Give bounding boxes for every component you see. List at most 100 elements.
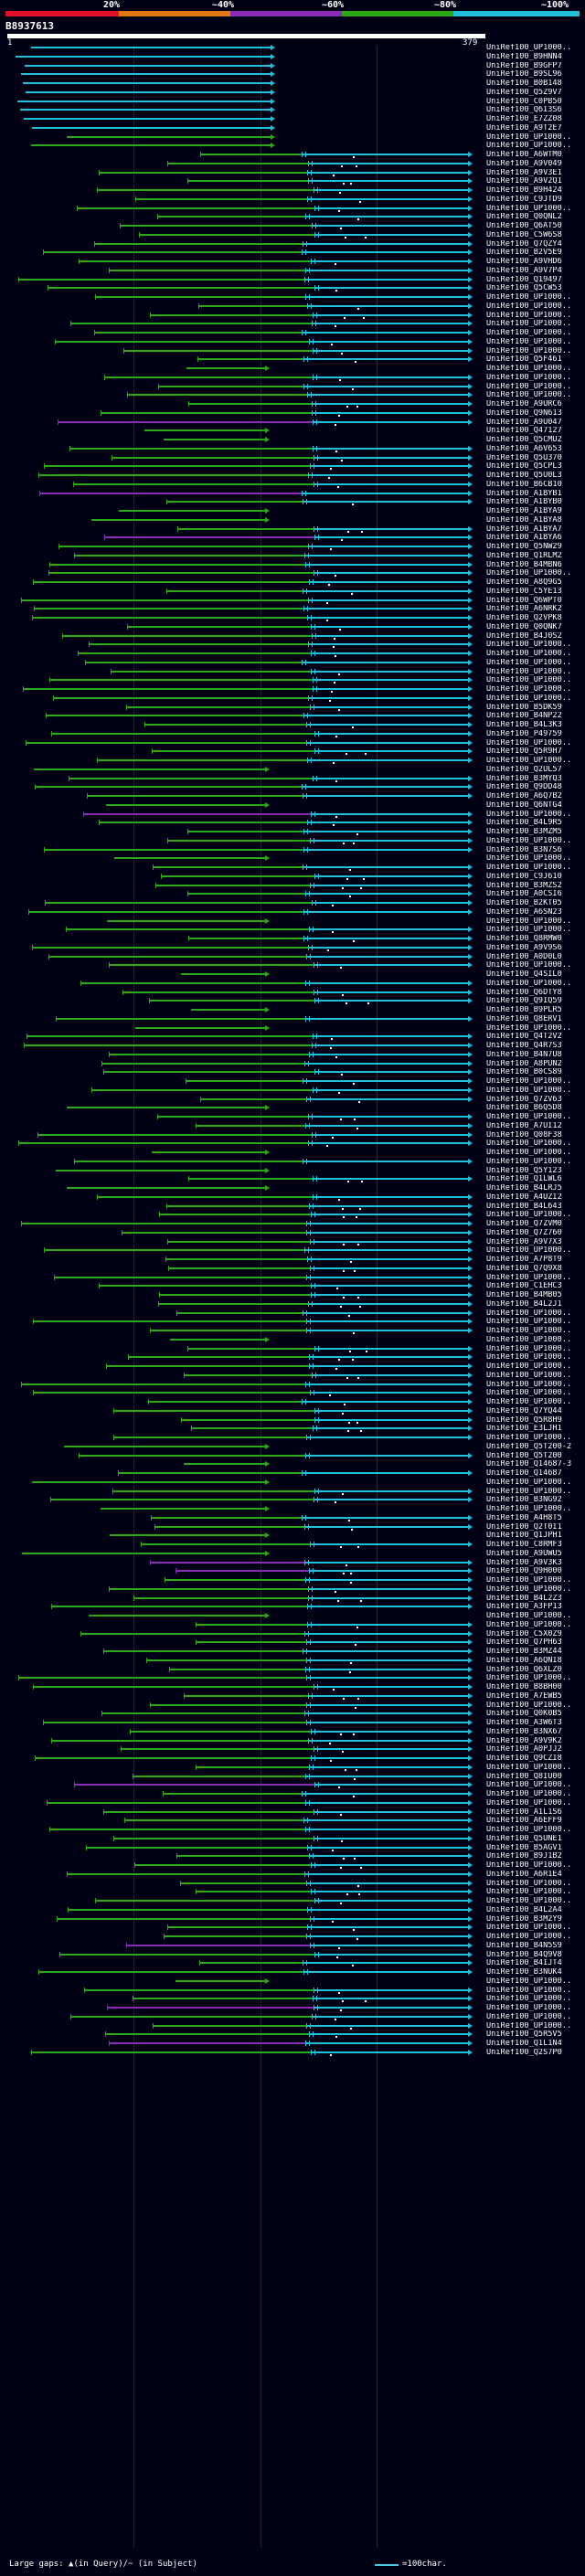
hit-link[interactable]: UniRef100_Q5Y123 [486,1166,562,1175]
hit-link[interactable]: UniRef100_A9V2Q1 [486,177,562,186]
hit-link[interactable]: UniRef100_A1BYB1 [486,489,562,498]
hit-link[interactable]: UniRef100_B3MZS2 [486,881,562,890]
hit-link[interactable]: UniRef100_UP1000.. [486,1327,572,1335]
hit-link[interactable]: UniRef100_B3MYQ3 [486,774,562,783]
hit-link[interactable]: UniRef100_B3NX67 [486,1727,562,1736]
hit-link[interactable]: UniRef100_UP1000.. [486,1380,572,1389]
hit-link[interactable]: UniRef100_Q9DD48 [486,783,562,792]
hit-link[interactable]: UniRef100_A1BYA9 [486,507,562,515]
hit-link[interactable]: UniRef100_A1BYA7 [486,525,562,534]
hit-link[interactable]: UniRef100_Q6XLZ0 [486,1665,562,1674]
hit-link[interactable]: UniRef100_Q5T200-2 [486,1442,572,1451]
hit-link[interactable]: UniRef100_UP1000.. [486,1879,572,1888]
hit-link[interactable]: UniRef100_A8Q9G5 [486,578,562,587]
hit-link[interactable]: UniRef100_UP1000.. [486,1398,572,1406]
hit-link[interactable]: UniRef100_UP1000.. [486,1576,572,1585]
hit-link[interactable]: UniRef100_Q8ERV1 [486,1014,562,1023]
hit-link[interactable]: UniRef100_UP1000.. [486,979,572,988]
hit-link[interactable]: UniRef100_UP1000.. [486,1149,572,1157]
hit-link[interactable]: UniRef100_Q4R7S3 [486,1042,562,1050]
hit-link[interactable]: UniRef100_B9GFP7 [486,61,562,70]
hit-link[interactable]: UniRef100_UP1000.. [486,311,572,320]
hit-link[interactable]: UniRef100_Q5R5V5 [486,2030,562,2040]
hit-link[interactable]: UniRef100_A1L1S6 [486,1807,562,1817]
hit-link[interactable]: UniRef100_UP1000.. [486,302,572,311]
hit-link[interactable]: UniRef100_A7UI12 [486,1121,562,1130]
hit-link[interactable]: UniRef100_UP1000.. [486,337,572,346]
hit-link[interactable]: UniRef100_UP1000.. [486,810,572,819]
hit-link[interactable]: UniRef100_A3W6T3 [486,1719,562,1727]
hit-link[interactable]: UniRef100_UP1000.. [486,738,572,747]
hit-link[interactable]: UniRef100_UP1000.. [486,1113,572,1121]
hit-link[interactable]: UniRef100_C5W6S8 [486,230,562,239]
hit-link[interactable]: UniRef100_Q1JPH1 [486,1532,562,1541]
hit-link[interactable]: UniRef100_Q7QZY4 [486,239,562,249]
hit-link[interactable]: UniRef100_B3MZM5 [486,828,562,836]
hit-link[interactable]: UniRef100_A6SN23 [486,907,562,917]
hit-link[interactable]: UniRef100_B4N7U8 [486,1050,562,1059]
hit-link[interactable]: UniRef100_UP1000.. [486,2021,572,2030]
hit-link[interactable]: UniRef100_Q7ZV63 [486,1095,562,1104]
hit-link[interactable]: UniRef100_UP1000.. [486,1701,572,1710]
hit-link[interactable]: UniRef100_Q4T2V2 [486,1033,562,1042]
hit-link[interactable]: UniRef100_UP1000.. [486,204,572,213]
hit-link[interactable]: UniRef100_UP1000.. [486,961,572,970]
hit-link[interactable]: UniRef100_Q7PH63 [486,1638,562,1648]
hit-link[interactable]: UniRef100_UP1000.. [486,864,572,872]
hit-link[interactable]: UniRef100_B4L3K3 [486,721,562,729]
hit-link[interactable]: UniRef100_Q6NTG4 [486,800,562,810]
hit-link[interactable]: UniRef100_UP1000.. [486,1612,572,1620]
hit-link[interactable]: UniRef100_UP1000.. [486,1798,572,1807]
hit-link[interactable]: UniRef100_Q5F461 [486,355,562,365]
hit-link[interactable]: UniRef100_A9V7P4 [486,266,562,275]
hit-link[interactable]: UniRef100_UP1000.. [486,1371,572,1380]
hit-link[interactable]: UniRef100_Q2S7P0 [486,2048,562,2057]
hit-link[interactable]: UniRef100_Q5UNE1 [486,1834,562,1843]
hit-link[interactable]: UniRef100_UP1000.. [486,1487,572,1496]
hit-link[interactable]: UniRef100_UP1000.. [486,1077,572,1086]
hit-link[interactable]: UniRef100_B3NG92 [486,1496,562,1505]
hit-link[interactable]: UniRef100_Q6WPT0 [486,596,562,605]
hit-link[interactable]: UniRef100_UP1000.. [486,1620,572,1629]
hit-link[interactable]: UniRef100_A6R1E4 [486,1870,562,1879]
hit-link[interactable]: UniRef100_B4N5S9 [486,1941,562,1950]
hit-link[interactable]: UniRef100_Q5R9H7 [486,747,562,757]
hit-link[interactable]: UniRef100_UP1000.. [486,641,572,650]
hit-link[interactable]: UniRef100_B4J0S2 [486,631,562,641]
hit-link[interactable]: UniRef100_Q19497 [486,275,562,284]
hit-link[interactable]: UniRef100_UP1000.. [486,1362,572,1371]
hit-link[interactable]: UniRef100_UP1000.. [486,685,572,694]
hit-link[interactable]: UniRef100_UP1000.. [486,293,572,302]
hit-link[interactable]: UniRef100_B4NP22 [486,712,562,721]
hit-link[interactable]: UniRef100_UP1000.. [486,1211,572,1220]
hit-link[interactable]: UniRef100_A4H8T5 [486,1513,562,1522]
hit-link[interactable]: UniRef100_UP1000.. [486,667,572,676]
hit-link[interactable]: UniRef100_C8RMF3 [486,1541,562,1549]
hit-link[interactable]: UniRef100_UP1000.. [486,1986,572,1995]
hit-link[interactable]: UniRef100_C9JTD9 [486,195,562,204]
hit-link[interactable]: UniRef100_Q5NW29 [486,543,562,551]
hit-link[interactable]: UniRef100_UP1000.. [486,1478,572,1487]
hit-link[interactable]: UniRef100_C0PB50 [486,97,562,106]
hit-link[interactable]: UniRef100_Q9IQ59 [486,997,562,1006]
hit-link[interactable]: UniRef100_UP1000.. [486,1353,572,1362]
hit-link[interactable]: UniRef100_B3MZ44 [486,1648,562,1656]
hit-link[interactable]: UniRef100_UP1000.. [486,382,572,391]
hit-link[interactable]: UniRef100_B3M2Y9 [486,1914,562,1924]
hit-link[interactable]: UniRef100_A9V3K3 [486,1558,562,1567]
hit-link[interactable]: UniRef100_UP1000.. [486,346,572,355]
hit-link[interactable]: UniRef100_A8PUN2 [486,1059,562,1068]
hit-link[interactable]: UniRef100_Q5CPL3 [486,462,562,472]
hit-link[interactable]: UniRef100_A4UZI2 [486,1193,562,1202]
hit-link[interactable]: UniRef100_A9V049 [486,159,562,168]
hit-link[interactable]: UniRef100_Q2T0I1 [486,1522,562,1532]
hit-link[interactable]: UniRef100_Q7YQ44 [486,1406,562,1415]
hit-link[interactable]: UniRef100_UP1000.. [486,1977,572,1986]
hit-link[interactable]: UniRef100_Q7Q9X8 [486,1264,562,1273]
hit-link[interactable]: UniRef100_B9J1B2 [486,1852,562,1861]
hit-link[interactable]: UniRef100_UP1000.. [486,2012,572,2021]
hit-link[interactable]: UniRef100_Q5CMU2 [486,436,562,444]
hit-link[interactable]: UniRef100_B6CB10 [486,480,562,489]
hit-link[interactable]: UniRef100_Q14687-3 [486,1460,572,1469]
hit-link[interactable]: UniRef100_Q5R8H9 [486,1415,562,1425]
